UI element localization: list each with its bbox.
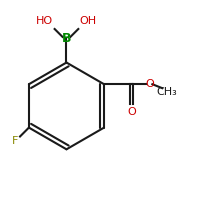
Text: O: O [127, 107, 136, 117]
Text: CH₃: CH₃ [157, 87, 178, 97]
Text: HO: HO [36, 16, 53, 26]
Text: O: O [145, 79, 154, 89]
Text: OH: OH [80, 16, 97, 26]
Text: F: F [12, 136, 18, 146]
Text: B: B [62, 32, 71, 45]
